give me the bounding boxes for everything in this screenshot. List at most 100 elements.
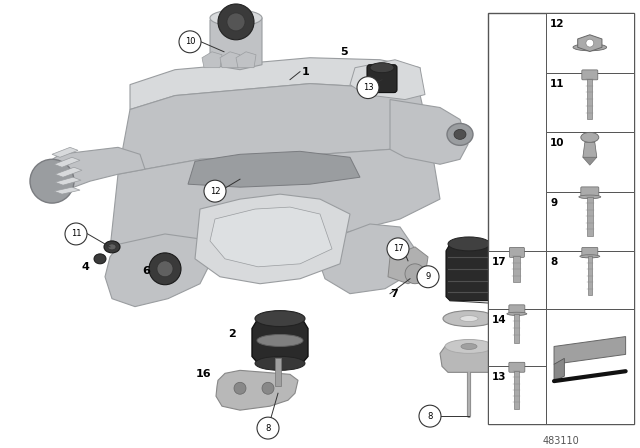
Ellipse shape [579,195,601,198]
Circle shape [405,264,425,284]
Bar [515,371,520,409]
Circle shape [30,159,74,203]
Ellipse shape [255,310,305,327]
Bar [587,197,593,236]
Text: 2: 2 [228,328,236,339]
Polygon shape [236,52,256,68]
Polygon shape [318,224,415,294]
Bar [546,251,634,309]
Polygon shape [130,58,420,109]
Ellipse shape [507,312,527,315]
Polygon shape [583,157,597,165]
Bar [488,309,546,366]
Ellipse shape [447,124,473,145]
Ellipse shape [573,44,607,51]
Bar [275,358,281,386]
Text: 17: 17 [492,257,506,267]
Bar [546,192,634,251]
Text: 8: 8 [266,424,271,433]
FancyBboxPatch shape [582,247,598,257]
Polygon shape [110,139,440,249]
Bar [588,79,593,119]
FancyBboxPatch shape [367,65,397,93]
Ellipse shape [454,129,466,139]
Circle shape [204,180,226,202]
Bar [515,314,520,343]
Circle shape [179,31,201,53]
Circle shape [257,417,279,439]
Text: 3: 3 [498,262,506,272]
Text: 8: 8 [550,257,557,267]
Ellipse shape [257,335,303,346]
Text: 5: 5 [340,47,348,57]
Bar [546,309,634,424]
Circle shape [387,238,409,260]
FancyBboxPatch shape [582,70,598,80]
Circle shape [419,405,441,427]
Text: 17: 17 [393,245,403,254]
Text: 10: 10 [185,37,195,46]
Text: 9: 9 [550,198,557,208]
Polygon shape [388,247,428,284]
Circle shape [149,253,181,285]
Polygon shape [216,370,298,410]
Ellipse shape [581,132,599,142]
Text: 7: 7 [390,289,397,299]
Polygon shape [554,358,564,381]
Text: 10: 10 [550,138,564,148]
Ellipse shape [94,254,106,264]
Polygon shape [252,319,308,363]
Ellipse shape [104,241,120,253]
Circle shape [586,39,594,47]
Polygon shape [446,244,492,301]
Circle shape [417,266,439,288]
Text: 1: 1 [302,67,310,77]
Text: 11: 11 [550,79,564,89]
FancyBboxPatch shape [509,362,525,372]
Polygon shape [210,15,262,70]
Polygon shape [440,346,498,372]
Text: 9: 9 [426,272,431,281]
Circle shape [262,382,274,394]
Ellipse shape [255,357,305,370]
Circle shape [357,77,379,99]
Circle shape [234,382,246,394]
Text: 12: 12 [210,187,220,196]
FancyBboxPatch shape [581,187,599,198]
Text: 14: 14 [492,315,506,325]
Ellipse shape [370,63,394,73]
Bar [588,256,592,295]
Bar [488,13,634,424]
Text: 8: 8 [428,412,433,421]
Polygon shape [52,147,78,157]
Polygon shape [390,99,468,164]
Polygon shape [118,84,430,174]
Polygon shape [105,234,210,306]
Polygon shape [55,177,81,185]
Ellipse shape [443,310,495,327]
Text: 483110: 483110 [542,435,579,446]
Text: 6: 6 [142,266,150,276]
Ellipse shape [448,237,490,251]
Bar [546,132,634,192]
Text: 15: 15 [502,357,517,366]
Text: 18: 18 [502,314,518,323]
Polygon shape [55,167,82,177]
Circle shape [227,13,245,31]
Text: 4: 4 [82,262,90,272]
FancyBboxPatch shape [509,247,524,257]
Polygon shape [220,52,240,68]
Circle shape [65,223,87,245]
Polygon shape [54,187,80,194]
Polygon shape [54,157,80,167]
Circle shape [218,4,254,40]
Bar [488,251,546,309]
Ellipse shape [210,10,262,26]
Ellipse shape [461,344,477,349]
Ellipse shape [108,244,116,250]
Ellipse shape [580,255,600,258]
Text: 12: 12 [550,19,564,30]
Text: 13: 13 [363,83,373,92]
Polygon shape [583,142,597,157]
Polygon shape [578,35,602,52]
